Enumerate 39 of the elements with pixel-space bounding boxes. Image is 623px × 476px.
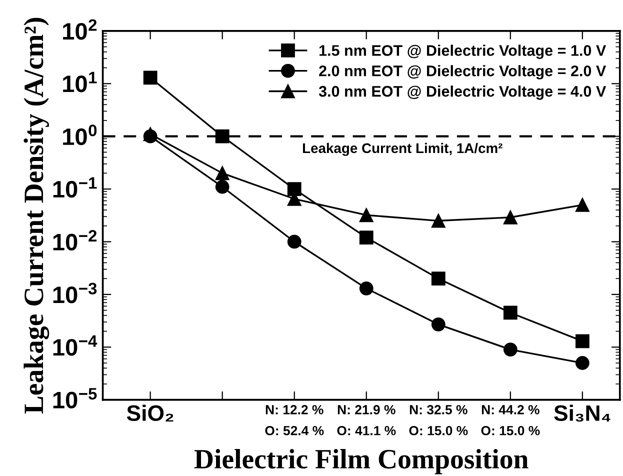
y-tick-label: 10$^{0}$	[63, 124, 97, 146]
point	[143, 129, 158, 144]
point	[359, 230, 374, 245]
point	[503, 342, 518, 356]
point	[575, 198, 590, 212]
y-tick-label: 10$^{−3}$	[53, 282, 97, 304]
point	[431, 272, 446, 286]
point	[359, 208, 374, 222]
ref-line-label: Leakage Current Limit, 1A/cm²	[302, 142, 502, 156]
x-axis-title: Dielectric Film Composition	[194, 449, 528, 474]
legend-label: 3.0 nm EOT @ Dielectric Voltage = 4.0 V	[318, 86, 606, 100]
point	[287, 234, 302, 249]
point	[215, 180, 230, 194]
point	[143, 70, 158, 85]
x-tick-label: N: 21.9 % O: 41.1 %	[337, 405, 396, 436]
legend-label: 1.5 nm EOT @ Dielectric Voltage = 1.0 V	[320, 44, 606, 59]
point	[503, 210, 518, 224]
point	[575, 356, 590, 370]
point	[287, 182, 302, 196]
x-tick-label: SiO₂	[126, 404, 174, 422]
x-tick-label: N: 12.2 % O: 52.4 %	[265, 405, 324, 436]
y-tick-label: 10$^{−1}$	[53, 177, 97, 198]
legend-label: 2.0 nm EOT @ Dielectric Voltage = 2.0 V	[319, 65, 606, 80]
x-tick-label: Si₃N₄	[554, 404, 610, 422]
point	[575, 334, 590, 348]
y-axis-title: Leakage Current Density (A/cm²)	[24, 18, 50, 414]
y-tick-label: 10$^{−5}$	[53, 388, 97, 408]
point	[431, 214, 446, 228]
point	[215, 129, 230, 144]
y-tick-label: 10$^{−2}$	[53, 230, 97, 250]
x-tick-label: N: 32.5 % O: 15.0 %	[409, 405, 468, 436]
point	[359, 281, 374, 296]
y-tick-label: 10$^{−4}$	[53, 335, 98, 356]
y-tick-label: 10$^{1}$	[63, 72, 97, 92]
point	[431, 317, 446, 332]
point	[503, 306, 518, 320]
x-tick-label: N: 44.2 % O: 15.0 %	[481, 405, 540, 436]
y-tick-label: 10$^{2}$	[63, 19, 97, 40]
point	[215, 166, 230, 180]
